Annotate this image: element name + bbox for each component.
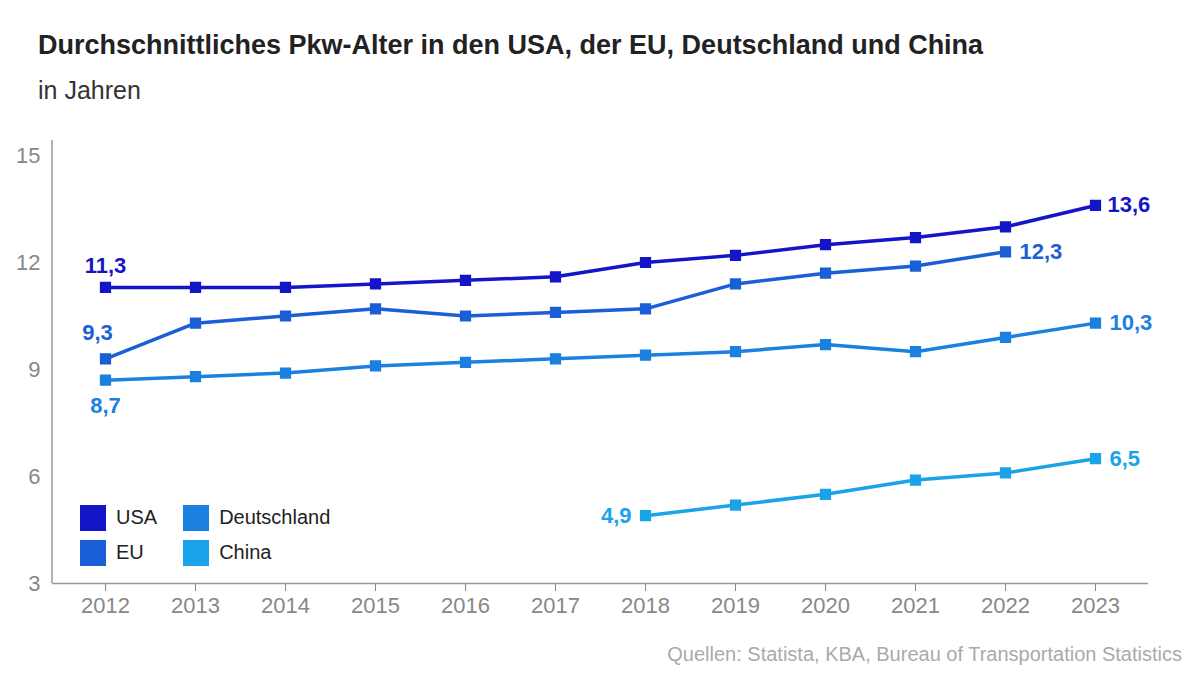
html-text:Deutschland: Deutschland <box>219 506 331 528</box>
svg-text:2021: 2021 <box>891 593 940 618</box>
svg-text:2012: 2012 <box>81 593 130 618</box>
svg-text:2013: 2013 <box>171 593 220 618</box>
svg-text:6,5: 6,5 <box>1110 446 1141 471</box>
svg-text:2014: 2014 <box>261 593 310 618</box>
svg-text:6: 6 <box>28 464 40 489</box>
svg-text:2018: 2018 <box>621 593 670 618</box>
svg-text:8,7: 8,7 <box>90 393 121 418</box>
html-text:China: China <box>219 541 272 563</box>
svg-text:15: 15 <box>16 143 40 168</box>
svg-text:2016: 2016 <box>441 593 490 618</box>
svg-text:2022: 2022 <box>981 593 1030 618</box>
svg-text:11,3: 11,3 <box>85 253 127 278</box>
html-text:EU: EU <box>116 541 144 563</box>
html-text:USA: USA <box>116 506 158 528</box>
svg-text:2019: 2019 <box>711 593 760 618</box>
svg-text:12,3: 12,3 <box>1020 239 1063 264</box>
svg-text:4,9: 4,9 <box>601 503 632 528</box>
svg-text:2023: 2023 <box>1071 593 1120 618</box>
svg-text:2020: 2020 <box>801 593 850 618</box>
svg-text:9: 9 <box>28 357 40 382</box>
svg-text:2017: 2017 <box>531 593 580 618</box>
svg-text:10,3: 10,3 <box>1110 310 1153 335</box>
html-text:Quellen: Statista, KBA, Bureau: Quellen: Statista, KBA, Bureau of Transp… <box>667 643 1182 665</box>
svg-text:13,6: 13,6 <box>1108 192 1151 217</box>
html-text:Durchschnittliches Pkw-Alter i: Durchschnittliches Pkw-Alter in den USA,… <box>38 30 984 60</box>
svg-text:3: 3 <box>28 571 40 596</box>
svg-text:2015: 2015 <box>351 593 400 618</box>
svg-text:9,3: 9,3 <box>82 320 113 345</box>
svg-text:12: 12 <box>16 250 40 275</box>
html-text:in Jahren: in Jahren <box>38 76 141 104</box>
